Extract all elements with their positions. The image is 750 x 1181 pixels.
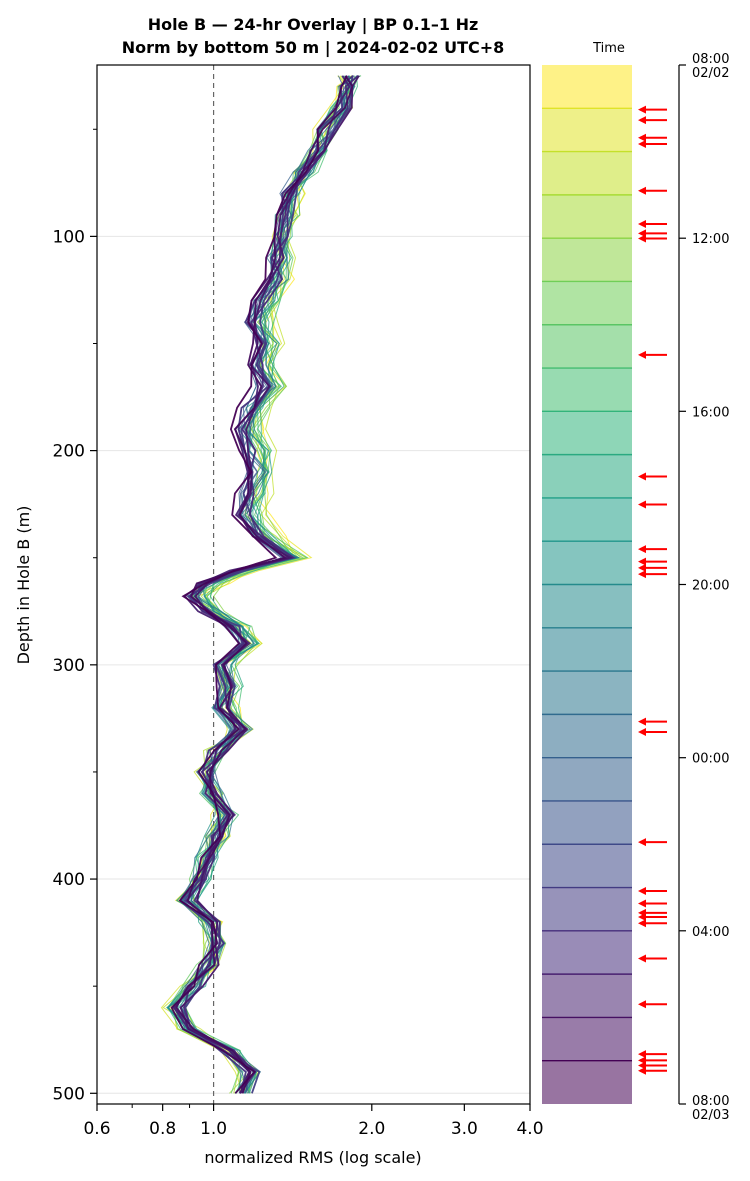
plot-area: 0.6 0.8 1.0 2.0 3.0 4.0 100 200 300 400 500	[53, 64, 544, 1139]
colorbar-band	[542, 974, 632, 1018]
colorbar-tick-label: 12:00	[692, 232, 729, 247]
colorbar-label: Time	[592, 41, 625, 56]
series-line	[170, 75, 348, 1094]
colorbar-band	[542, 497, 632, 542]
colorbar-band	[542, 65, 632, 109]
time-arrow-head	[638, 563, 646, 572]
time-arrow-head	[638, 234, 646, 243]
time-arrow-head	[638, 229, 646, 238]
colorbar-bands	[542, 65, 632, 1104]
colorbar-band	[542, 194, 632, 239]
plot-frame	[96, 64, 531, 1105]
time-arrow-head	[638, 899, 646, 908]
colorbar-band	[542, 454, 632, 498]
x-tick-label: 2.0	[358, 1119, 385, 1139]
time-arrow-head	[638, 887, 646, 896]
colorbar-band	[542, 411, 632, 455]
time-arrow-head	[638, 954, 646, 963]
x-axis-label: normalized RMS (log scale)	[204, 1148, 421, 1167]
x-tick-label: 0.8	[149, 1119, 176, 1139]
colorbar-band	[542, 887, 632, 931]
colorbar-band	[542, 368, 632, 412]
colorbar-tick-label: 04:00	[692, 925, 729, 940]
x-tick-label: 1.0	[200, 1119, 227, 1139]
colorbar-tick-label: 08:00	[692, 1094, 729, 1109]
colorbar-band	[542, 238, 632, 282]
x-axis-ticks: 0.6 0.8 1.0 2.0 3.0 4.0	[83, 1104, 544, 1139]
time-arrow-head	[638, 838, 646, 847]
colorbar-tick-label: 16:00	[692, 405, 729, 420]
time-arrow-head	[638, 219, 646, 228]
time-arrow-head	[638, 912, 646, 921]
time-arrow-head	[638, 1061, 646, 1070]
colorbar-band	[542, 281, 632, 325]
time-arrow-head	[638, 186, 646, 195]
colorbar: Time 08:0002/0212:0016:0020:0000:0004:00…	[542, 41, 729, 1123]
time-arrow-head	[638, 1050, 646, 1059]
y-tick-label: 400	[53, 870, 85, 890]
chart-title-line2: Norm by bottom 50 m | 2024-02-02 UTC+8	[122, 38, 505, 58]
gridlines	[97, 235, 530, 1094]
x-tick-label: 3.0	[451, 1119, 478, 1139]
colorbar-band	[542, 584, 632, 628]
series-line	[179, 75, 360, 1094]
time-arrow-head	[638, 139, 646, 148]
series-line	[183, 75, 354, 1094]
y-axis-ticks: 100 200 300 400 500	[53, 128, 97, 1104]
y-tick-label: 100	[53, 227, 85, 247]
colorbar-tick-label: 00:00	[692, 752, 729, 767]
colorbar-band	[542, 108, 632, 152]
time-arrow-head	[638, 133, 646, 142]
x-tick-label: 4.0	[516, 1119, 543, 1139]
time-arrow-head	[638, 717, 646, 726]
time-arrow-head	[638, 500, 646, 509]
colorbar-band	[542, 800, 632, 845]
time-arrow-head	[638, 1000, 646, 1009]
time-arrow-head	[638, 1066, 646, 1075]
colorbar-ticks: 08:0002/0212:0016:0020:0000:0004:0008:00…	[679, 52, 729, 1123]
time-arrow-head	[638, 350, 646, 359]
colorbar-band	[542, 541, 632, 585]
time-arrow-head	[638, 545, 646, 554]
chart-title-line1: Hole B — 24-hr Overlay | BP 0.1–1 Hz	[148, 15, 479, 35]
time-arrow-head	[638, 105, 646, 114]
plot-background	[97, 65, 530, 1104]
y-axis-label: Depth in Hole B (m)	[14, 506, 33, 665]
colorbar-band	[542, 1017, 632, 1061]
colorbar-band	[542, 151, 632, 195]
colorbar-band	[542, 844, 632, 888]
colorbar-tick-label: 08:00	[692, 52, 729, 67]
colorbar-tick-label: 20:00	[692, 579, 729, 594]
time-arrow-head	[638, 116, 646, 125]
y-tick-label: 500	[53, 1084, 85, 1104]
colorbar-band	[542, 757, 632, 801]
x-tick-label: 0.6	[83, 1119, 110, 1139]
colorbar-band	[542, 671, 632, 715]
time-arrow-head	[638, 728, 646, 737]
colorbar-tick-sublabel: 02/03	[692, 1108, 729, 1123]
colorbar-tick-sublabel: 02/02	[692, 66, 729, 81]
series-group	[160, 75, 362, 1094]
colorbar-band	[542, 930, 632, 975]
colorbar-arrows	[638, 105, 667, 1075]
time-arrow-head	[638, 570, 646, 579]
time-arrow-head	[638, 919, 646, 928]
colorbar-band	[542, 324, 632, 369]
time-arrow-head	[638, 557, 646, 566]
time-arrow-head	[638, 1056, 646, 1065]
colorbar-band	[542, 1060, 632, 1104]
time-arrow-head	[638, 472, 646, 481]
colorbar-band	[542, 627, 632, 672]
y-tick-label: 200	[53, 442, 85, 462]
y-tick-label: 300	[53, 656, 85, 676]
colorbar-band	[542, 714, 632, 758]
